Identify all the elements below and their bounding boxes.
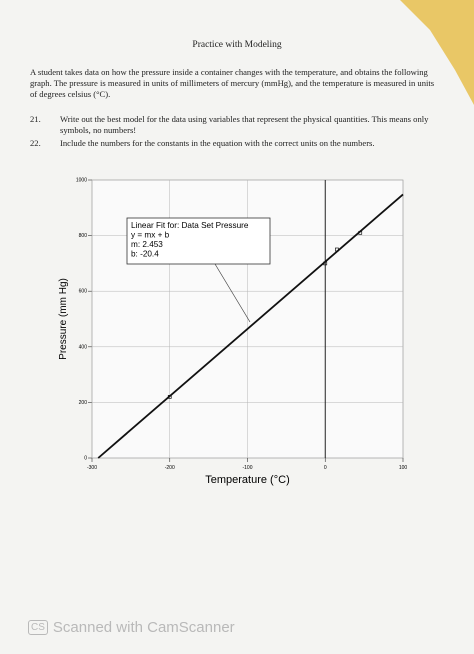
annotation-box [126,217,271,265]
data-point [358,230,363,235]
fit-line [97,193,404,459]
annotation-text: y = mx + b [131,231,170,240]
question: 21. Write out the best model for the data… [30,114,442,135]
footer-text: Scanned with CamScanner [52,619,235,636]
x-axis-label: Temperature (°C) [205,474,289,486]
data-point [167,394,172,399]
data-point [335,247,339,252]
y-tick-label: 800 [79,233,88,239]
y-tick-label: 0 [84,456,87,462]
x-tick-label: 0 [324,465,327,471]
y-tick-label: 200 [79,400,88,406]
title: Practice with Modeling [192,40,282,50]
question-text: Write out the best model for the data us… [60,114,429,135]
corner-texture [400,0,474,105]
y-tick-label: 600 [79,289,88,295]
x-tick-label: 100 [399,465,408,471]
y-tick-label: 1000 [76,178,87,184]
logo: CS [28,620,48,635]
footer: CS Scanned with CamScanner [28,619,235,636]
y-axis-label: Pressure (mm Hg) [58,278,69,360]
question-number: 21. [30,114,41,124]
question-text: Include the numbers for the constants in… [60,138,375,148]
question-number: 22. [30,138,41,148]
annotation-leader [214,263,251,323]
y-tick-label: 400 [79,344,88,350]
x-tick-label: -200 [165,465,175,471]
intro-text: A student takes data on how the pressure… [30,67,435,99]
annotation-text: b: -20.4 [131,250,159,259]
question: 22. Include the numbers for the constants… [30,138,442,149]
x-tick-label: -100 [242,465,252,471]
x-tick-label: -300 [87,465,97,471]
annotation-text: m: 2.453 [131,240,163,249]
data-point [323,261,328,266]
annotation-text: Linear Fit for: Data Set Pressure [131,221,249,230]
